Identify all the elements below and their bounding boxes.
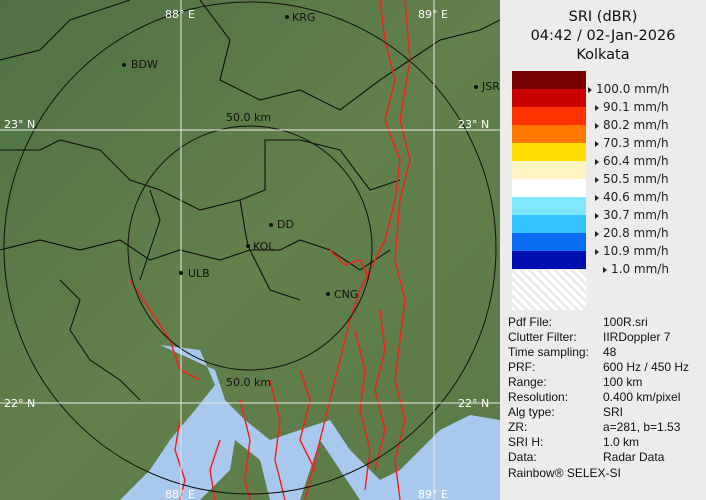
info-value: 1.0 km: [603, 435, 640, 449]
product-datetime: 04:42 / 02-Jan-2026: [530, 28, 676, 44]
range-rings: [3, 1, 497, 495]
scale-label: 50.5 mm/h: [588, 172, 669, 186]
info-row: Data: Radar Data: [508, 450, 664, 465]
scale-label: 1.0 mm/h: [588, 262, 669, 276]
scale-swatch: [512, 89, 586, 107]
scale-label: 60.4 mm/h: [588, 154, 669, 168]
info-key: ZR:: [508, 420, 528, 434]
scale-swatch: [512, 161, 586, 179]
range-ring-label-top: 50.0 km: [226, 111, 271, 124]
scale-swatch: [512, 251, 586, 269]
lat-label-left-top: 23° N: [4, 118, 35, 131]
rivers: [129, 0, 411, 500]
scale-label: 20.8 mm/h: [588, 226, 669, 240]
city-label-jsr: JSR: [481, 80, 500, 93]
info-value: 100R.sri: [603, 315, 648, 329]
city-label-krg: KRG: [292, 11, 315, 24]
info-row: SRI H: 1.0 km: [508, 435, 639, 450]
info-key: Resolution:: [508, 390, 569, 404]
info-row: ZR: a=281, b=1.53: [508, 420, 680, 435]
city-markers: [122, 15, 478, 296]
footer-credit: Rainbow® SELEX-SI: [508, 466, 621, 480]
scale-swatch: [512, 71, 586, 89]
info-key: Time sampling:: [508, 345, 589, 359]
city-label-cng: CNG: [334, 288, 358, 301]
info-row: PRF: 600 Hz / 450 Hz: [508, 360, 689, 375]
scale-swatch: [512, 197, 586, 215]
scale-label: 90.1 mm/h: [588, 100, 669, 114]
scale-swatch: [512, 125, 586, 143]
info-row: Pdf File: 100R.sri: [508, 315, 648, 330]
info-row: Clutter Filter: IIRDoppler 7: [508, 330, 670, 345]
lat-label-right-top: 23° N: [458, 118, 489, 131]
info-row: Time sampling: 48: [508, 345, 616, 360]
city-label-kol: KOL: [253, 240, 275, 253]
range-ring-label-bottom: 50.0 km: [226, 376, 271, 389]
info-value: 600 Hz / 450 Hz: [603, 360, 690, 374]
no-data-swatch: [512, 270, 586, 310]
info-row: Resolution: 0.400 km/pixel: [508, 390, 680, 405]
radar-site: Kolkata: [576, 47, 630, 63]
lat-lon-grid: [0, 0, 500, 500]
info-key: Alg type:: [508, 405, 555, 419]
info-value: 100 km: [603, 375, 643, 389]
lon-label-left-bottom: 88° E: [165, 488, 195, 500]
scale-label: 70.3 mm/h: [588, 136, 669, 150]
info-key: SRI H:: [508, 435, 544, 449]
radar-map[interactable]: 88° E 89° E 88° E 89° E 23° N 23° N 22° …: [0, 0, 500, 500]
scale-label: 10.9 mm/h: [588, 244, 669, 258]
info-key: Clutter Filter:: [508, 330, 577, 344]
lon-label-right-bottom: 89° E: [418, 488, 448, 500]
info-value: 0.400 km/pixel: [603, 390, 681, 404]
city-label-dd: DD: [277, 218, 294, 231]
city-label-bdw: BDW: [131, 58, 158, 71]
info-key: PRF:: [508, 360, 536, 374]
info-row: Alg type: SRI: [508, 405, 623, 420]
scale-swatch: [512, 143, 586, 161]
info-value: Radar Data: [603, 450, 665, 464]
lat-label-left-bottom: 22° N: [4, 397, 35, 410]
info-value: IIRDoppler 7: [603, 330, 671, 344]
scale-label: 80.2 mm/h: [588, 118, 669, 132]
city-label-ulb: ULB: [188, 267, 210, 280]
info-value: 48: [603, 345, 617, 359]
info-value: a=281, b=1.53: [603, 420, 681, 434]
legend-panel: SRI (dBR) 04:42 / 02-Jan-2026 Kolkata 10…: [500, 0, 706, 500]
scale-swatch: [512, 179, 586, 197]
scale-swatch: [512, 233, 586, 251]
scale-swatch: [512, 215, 586, 233]
info-value: SRI: [603, 405, 624, 419]
scale-label: 30.7 mm/h: [588, 208, 669, 222]
info-key: Data:: [508, 450, 537, 464]
lat-label-right-bottom: 22° N: [458, 397, 489, 410]
info-key: Pdf File:: [508, 315, 553, 329]
info-row: Range: 100 km: [508, 375, 642, 390]
scale-label: 100.0 mm/h: [588, 82, 669, 96]
lon-label-left-top: 88° E: [165, 8, 195, 21]
info-key: Range:: [508, 375, 547, 389]
product-title: SRI (dBR): [568, 9, 638, 25]
scale-swatch: [512, 107, 586, 125]
lon-label-right-top: 89° E: [418, 8, 448, 21]
district-borders: [0, 0, 500, 401]
water-estuary: [120, 345, 500, 500]
scale-label: 40.6 mm/h: [588, 190, 669, 204]
